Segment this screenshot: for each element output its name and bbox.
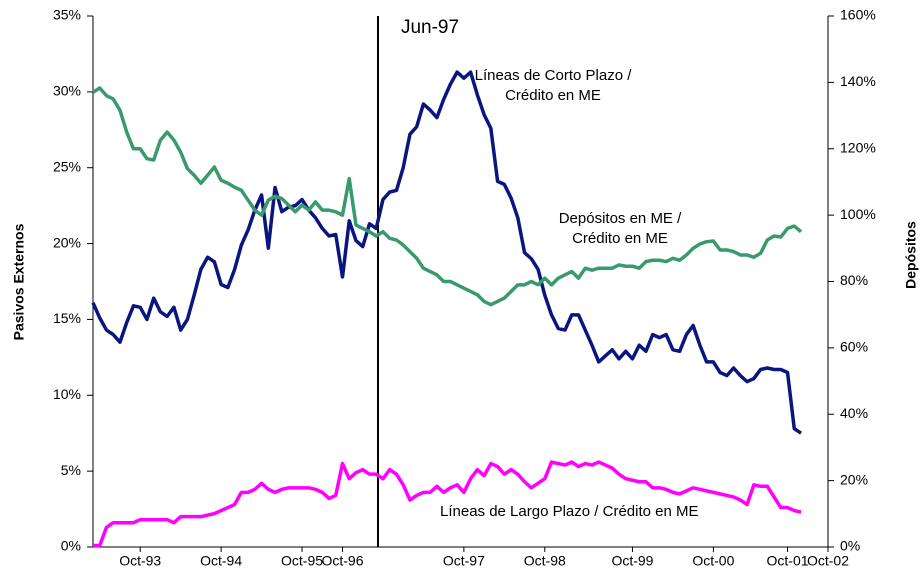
x-tick-label: Oct-98 — [524, 553, 566, 569]
y-tick-label: 20% — [53, 234, 81, 250]
x-tick-label: Oct-93 — [119, 553, 161, 569]
y-tick-label: 5% — [61, 462, 81, 478]
y-tick-label: 15% — [53, 310, 81, 326]
x-tick-label: Oct-02 — [807, 553, 849, 569]
x-tick-label: Oct-94 — [200, 553, 242, 569]
x-tick-label: Oct-96 — [321, 553, 363, 569]
y2-tick-label: 40% — [840, 405, 868, 421]
annotation: Jun-97 — [401, 17, 459, 38]
y-tick-label: 25% — [53, 158, 81, 174]
series-line — [91, 70, 803, 435]
series-line — [92, 86, 803, 307]
x-tick-label: Oct-00 — [692, 553, 734, 569]
x-tick-label: Oct-99 — [611, 553, 653, 569]
y-tick-label: 35% — [53, 7, 81, 23]
y2-tick-label: 20% — [840, 471, 868, 487]
series-line — [93, 460, 802, 548]
y2-tick-label: 0% — [840, 538, 860, 554]
y2-tick-label: 160% — [840, 7, 876, 23]
y-tick-label: 10% — [53, 386, 81, 402]
y2-tick-label: 80% — [840, 272, 868, 288]
y2-tick-label: 60% — [840, 339, 868, 355]
y-axis-title: Pasivos Externos — [11, 223, 27, 340]
y-tick-label: 0% — [61, 538, 81, 554]
y2-axis-title: Depósitos — [903, 221, 919, 289]
y2-tick-label: 100% — [840, 206, 876, 222]
x-tick-label: Oct-97 — [443, 553, 485, 569]
series-label: Depósitos en ME / Crédito en ME — [558, 210, 682, 247]
y2-tick-label: 140% — [840, 73, 876, 89]
series-label: Líneas de Largo Plazo / Crédito en ME — [440, 503, 699, 520]
x-tick-label: Oct-95 — [281, 553, 323, 569]
y2-tick-label: 120% — [840, 139, 876, 155]
x-tick-label: Oct-01 — [767, 553, 809, 569]
series-label: Líneas de Corto Plazo / Crédito en ME — [474, 67, 632, 104]
y-tick-label: 30% — [53, 83, 81, 99]
